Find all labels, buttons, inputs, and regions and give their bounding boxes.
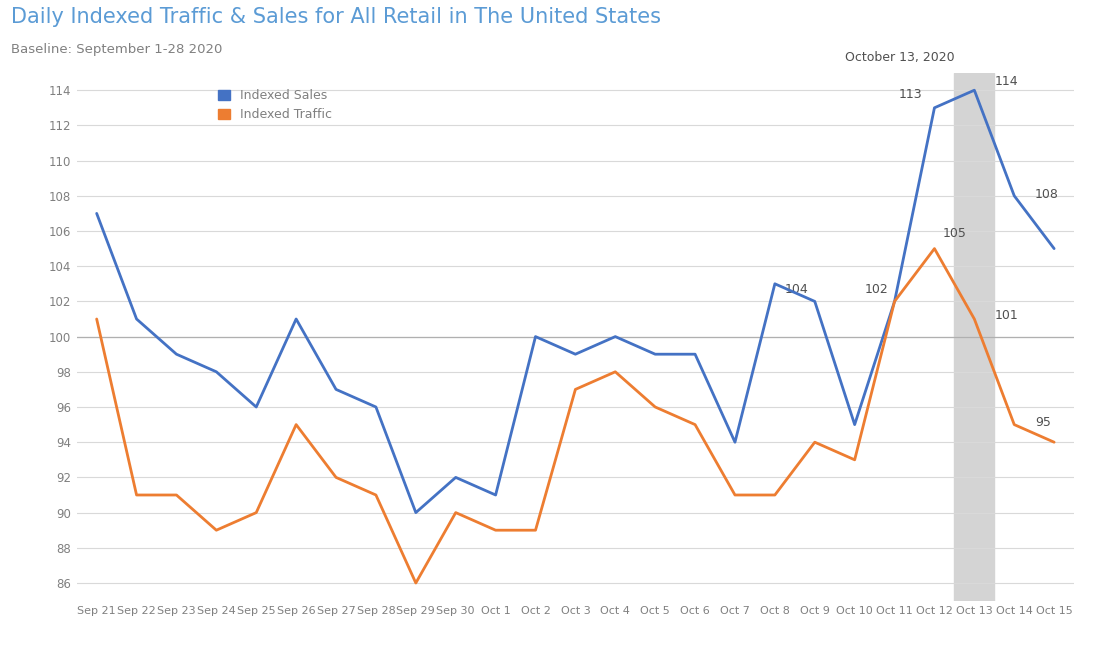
Text: Daily Indexed Traffic & Sales for All Retail in The United States: Daily Indexed Traffic & Sales for All Re…	[11, 7, 661, 26]
Text: 95: 95	[1035, 416, 1051, 430]
Text: 105: 105	[943, 227, 967, 240]
Text: 114: 114	[995, 75, 1018, 88]
Bar	[955, 73, 994, 601]
Text: October 13, 2020: October 13, 2020	[845, 51, 955, 64]
Text: 113: 113	[899, 88, 923, 101]
Text: 108: 108	[1035, 187, 1059, 201]
Text: 102: 102	[865, 283, 889, 296]
Text: 104: 104	[785, 283, 809, 296]
Text: Baseline: September 1-28 2020: Baseline: September 1-28 2020	[11, 43, 222, 56]
Legend: Indexed Sales, Indexed Traffic: Indexed Sales, Indexed Traffic	[213, 84, 338, 126]
Text: 101: 101	[995, 309, 1019, 322]
